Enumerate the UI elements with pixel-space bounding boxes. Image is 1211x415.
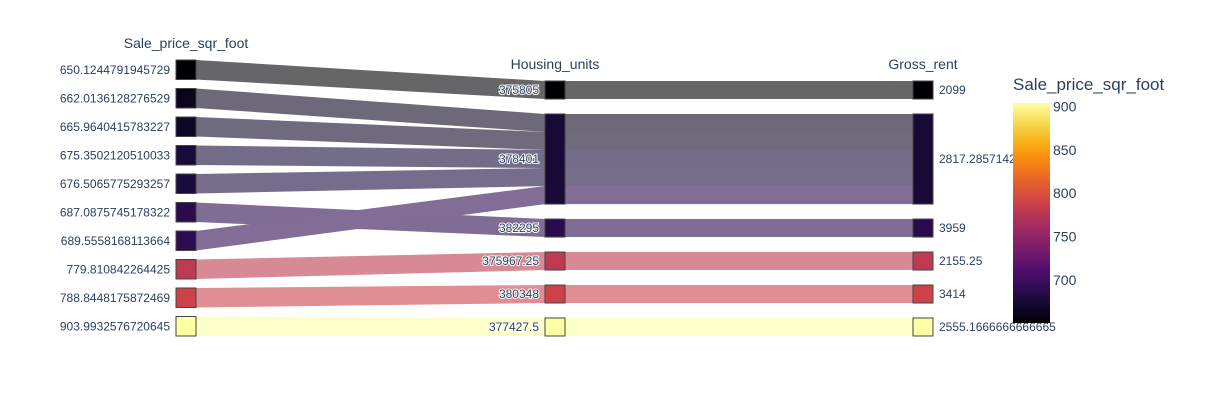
category-label-0-6: 689.5558168113664 (61, 234, 171, 248)
category-label-1-0: 375805 (499, 83, 539, 97)
category-node-2-1[interactable] (912, 113, 934, 205)
category-label-1-2: 382295 (499, 221, 539, 235)
colorbar-tick-1: 750 (1053, 228, 1077, 244)
category-label-2-2: 3959 (939, 221, 966, 235)
ribbon-1-1[interactable] (565, 113, 913, 132)
dimension-title-2: Gross_rent (888, 56, 957, 72)
ribbon-7-1[interactable] (565, 252, 913, 271)
category-node-0-7[interactable] (175, 259, 197, 280)
ribbon-2-1[interactable] (565, 132, 913, 151)
ribbon-8-1[interactable] (565, 285, 913, 304)
ribbon-0-0[interactable] (196, 60, 545, 100)
category-label-0-8: 788.8448175872469 (60, 291, 170, 305)
category-label-0-2: 665.9640415783227 (60, 120, 170, 134)
ribbon-4-0[interactable] (196, 168, 545, 194)
colorbar-tick-2: 800 (1053, 185, 1077, 201)
ribbon-9-1[interactable] (565, 317, 913, 336)
colorbar-tick-3: 850 (1053, 142, 1077, 158)
category-node-1-3[interactable] (544, 251, 566, 271)
category-node-0-0[interactable] (175, 59, 197, 80)
category-label-0-1: 662.0136128276529 (60, 91, 170, 105)
category-node-0-1[interactable] (175, 88, 197, 109)
ribbon-5-1[interactable] (565, 219, 913, 238)
category-node-1-0[interactable] (544, 80, 566, 100)
category-label-2-3: 2155.25 (939, 254, 983, 268)
category-node-2-3[interactable] (912, 251, 934, 271)
category-node-2-5[interactable] (912, 317, 934, 337)
category-label-0-3: 675.3502120510033 (60, 148, 170, 162)
dimension-title-1: Housing_units (511, 56, 600, 72)
category-node-1-5[interactable] (544, 317, 566, 337)
category-node-0-5[interactable] (175, 202, 197, 223)
ribbon-4-1[interactable] (565, 168, 913, 187)
category-node-0-3[interactable] (175, 145, 197, 166)
category-label-0-9: 903.9932576720645 (60, 319, 170, 333)
category-node-2-2[interactable] (912, 218, 934, 238)
category-label-1-1: 378401 (499, 152, 539, 166)
category-node-2-0[interactable] (912, 80, 934, 100)
ribbons (196, 60, 913, 336)
ribbon-6-0[interactable] (196, 186, 545, 251)
category-nodes (175, 59, 934, 337)
category-label-2-5: 2555.1666666666665 (939, 320, 1056, 334)
category-node-0-9[interactable] (175, 316, 197, 337)
category-label-0-0: 650.1244791945729 (60, 63, 170, 77)
ribbon-9-0[interactable] (196, 316, 545, 337)
category-label-2-4: 3414 (939, 287, 966, 301)
ribbon-3-0[interactable] (196, 145, 545, 169)
category-label-2-0: 2099 (939, 83, 966, 97)
colorbar-tick-4: 900 (1053, 98, 1077, 114)
category-node-0-4[interactable] (175, 173, 197, 194)
category-label-0-5: 687.0875745178322 (60, 205, 170, 219)
category-node-1-4[interactable] (544, 284, 566, 304)
colorbar-gradient (1013, 103, 1050, 323)
colorbar: Sale_price_sqr_foot 700 750 800 850 900 (1013, 75, 1164, 323)
category-node-0-8[interactable] (175, 287, 197, 308)
ribbon-1-0[interactable] (196, 88, 545, 133)
colorbar-tick-0: 700 (1053, 272, 1077, 288)
ribbon-2-0[interactable] (196, 117, 545, 151)
ribbon-7-0[interactable] (196, 252, 545, 279)
category-label-0-4: 676.5065775293257 (60, 177, 170, 191)
category-label-1-4: 380348 (499, 287, 539, 301)
category-label-1-3: 375967.25 (482, 254, 539, 268)
category-labels: 650.1244791945729 662.0136128276529 665.96… (60, 63, 1056, 335)
ribbon-3-1[interactable] (565, 150, 913, 169)
category-node-2-4[interactable] (912, 284, 934, 304)
dimension-title-0: Sale_price_sqr_foot (124, 35, 249, 51)
ribbon-0-1[interactable] (565, 81, 913, 100)
category-label-1-5: 377427.5 (489, 320, 539, 334)
category-label-0-7: 779.810842264425 (67, 262, 171, 276)
category-node-0-2[interactable] (175, 116, 197, 137)
colorbar-title: Sale_price_sqr_foot (1013, 75, 1164, 94)
category-node-0-6[interactable] (175, 230, 197, 251)
dimension-titles: Sale_price_sqr_foot Housing_units Gross_re… (124, 35, 958, 72)
category-node-1-1[interactable] (544, 113, 566, 205)
category-node-1-2[interactable] (544, 218, 566, 238)
ribbon-6-1[interactable] (565, 186, 913, 205)
ribbon-8-0[interactable] (196, 285, 545, 308)
